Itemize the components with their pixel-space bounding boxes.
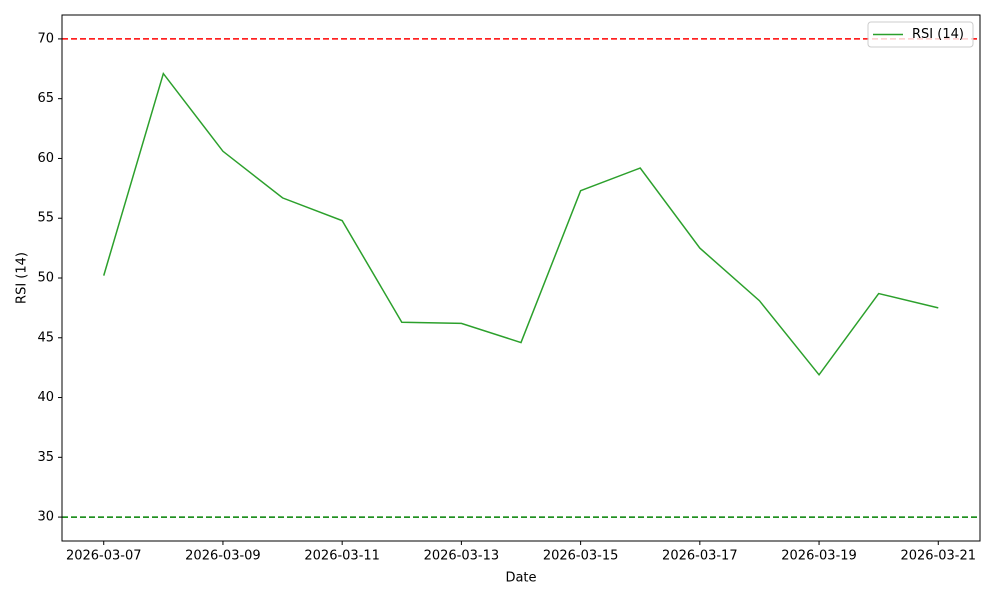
- y-tick-label: 35: [37, 450, 54, 465]
- x-tick-label: 2026-03-07: [66, 549, 142, 564]
- y-tick-label: 45: [37, 330, 54, 345]
- x-tick-label: 2026-03-17: [662, 549, 738, 564]
- y-axis-label: RSI (14): [15, 252, 30, 304]
- x-tick-label: 2026-03-09: [185, 549, 261, 564]
- x-tick-label: 2026-03-19: [781, 549, 857, 564]
- x-axis-label: Date: [505, 571, 536, 586]
- y-tick-label: 30: [37, 510, 54, 525]
- x-tick-label: 2026-03-15: [543, 549, 619, 564]
- y-tick-label: 50: [37, 271, 54, 286]
- x-tick-label: 2026-03-21: [900, 549, 976, 564]
- y-tick-label: 60: [37, 151, 54, 166]
- y-tick-label: 55: [37, 211, 54, 226]
- y-tick-label: 65: [37, 91, 54, 106]
- y-tick-label: 40: [37, 390, 54, 405]
- plot-frame: [61, 14, 981, 542]
- x-tick-label: 2026-03-13: [424, 549, 500, 564]
- legend-box: [867, 21, 974, 48]
- line-series: [103, 71, 939, 377]
- y-tick-label: 70: [37, 31, 54, 46]
- legend-label: RSI (14): [912, 27, 964, 42]
- x-tick-label: 2026-03-11: [304, 549, 380, 564]
